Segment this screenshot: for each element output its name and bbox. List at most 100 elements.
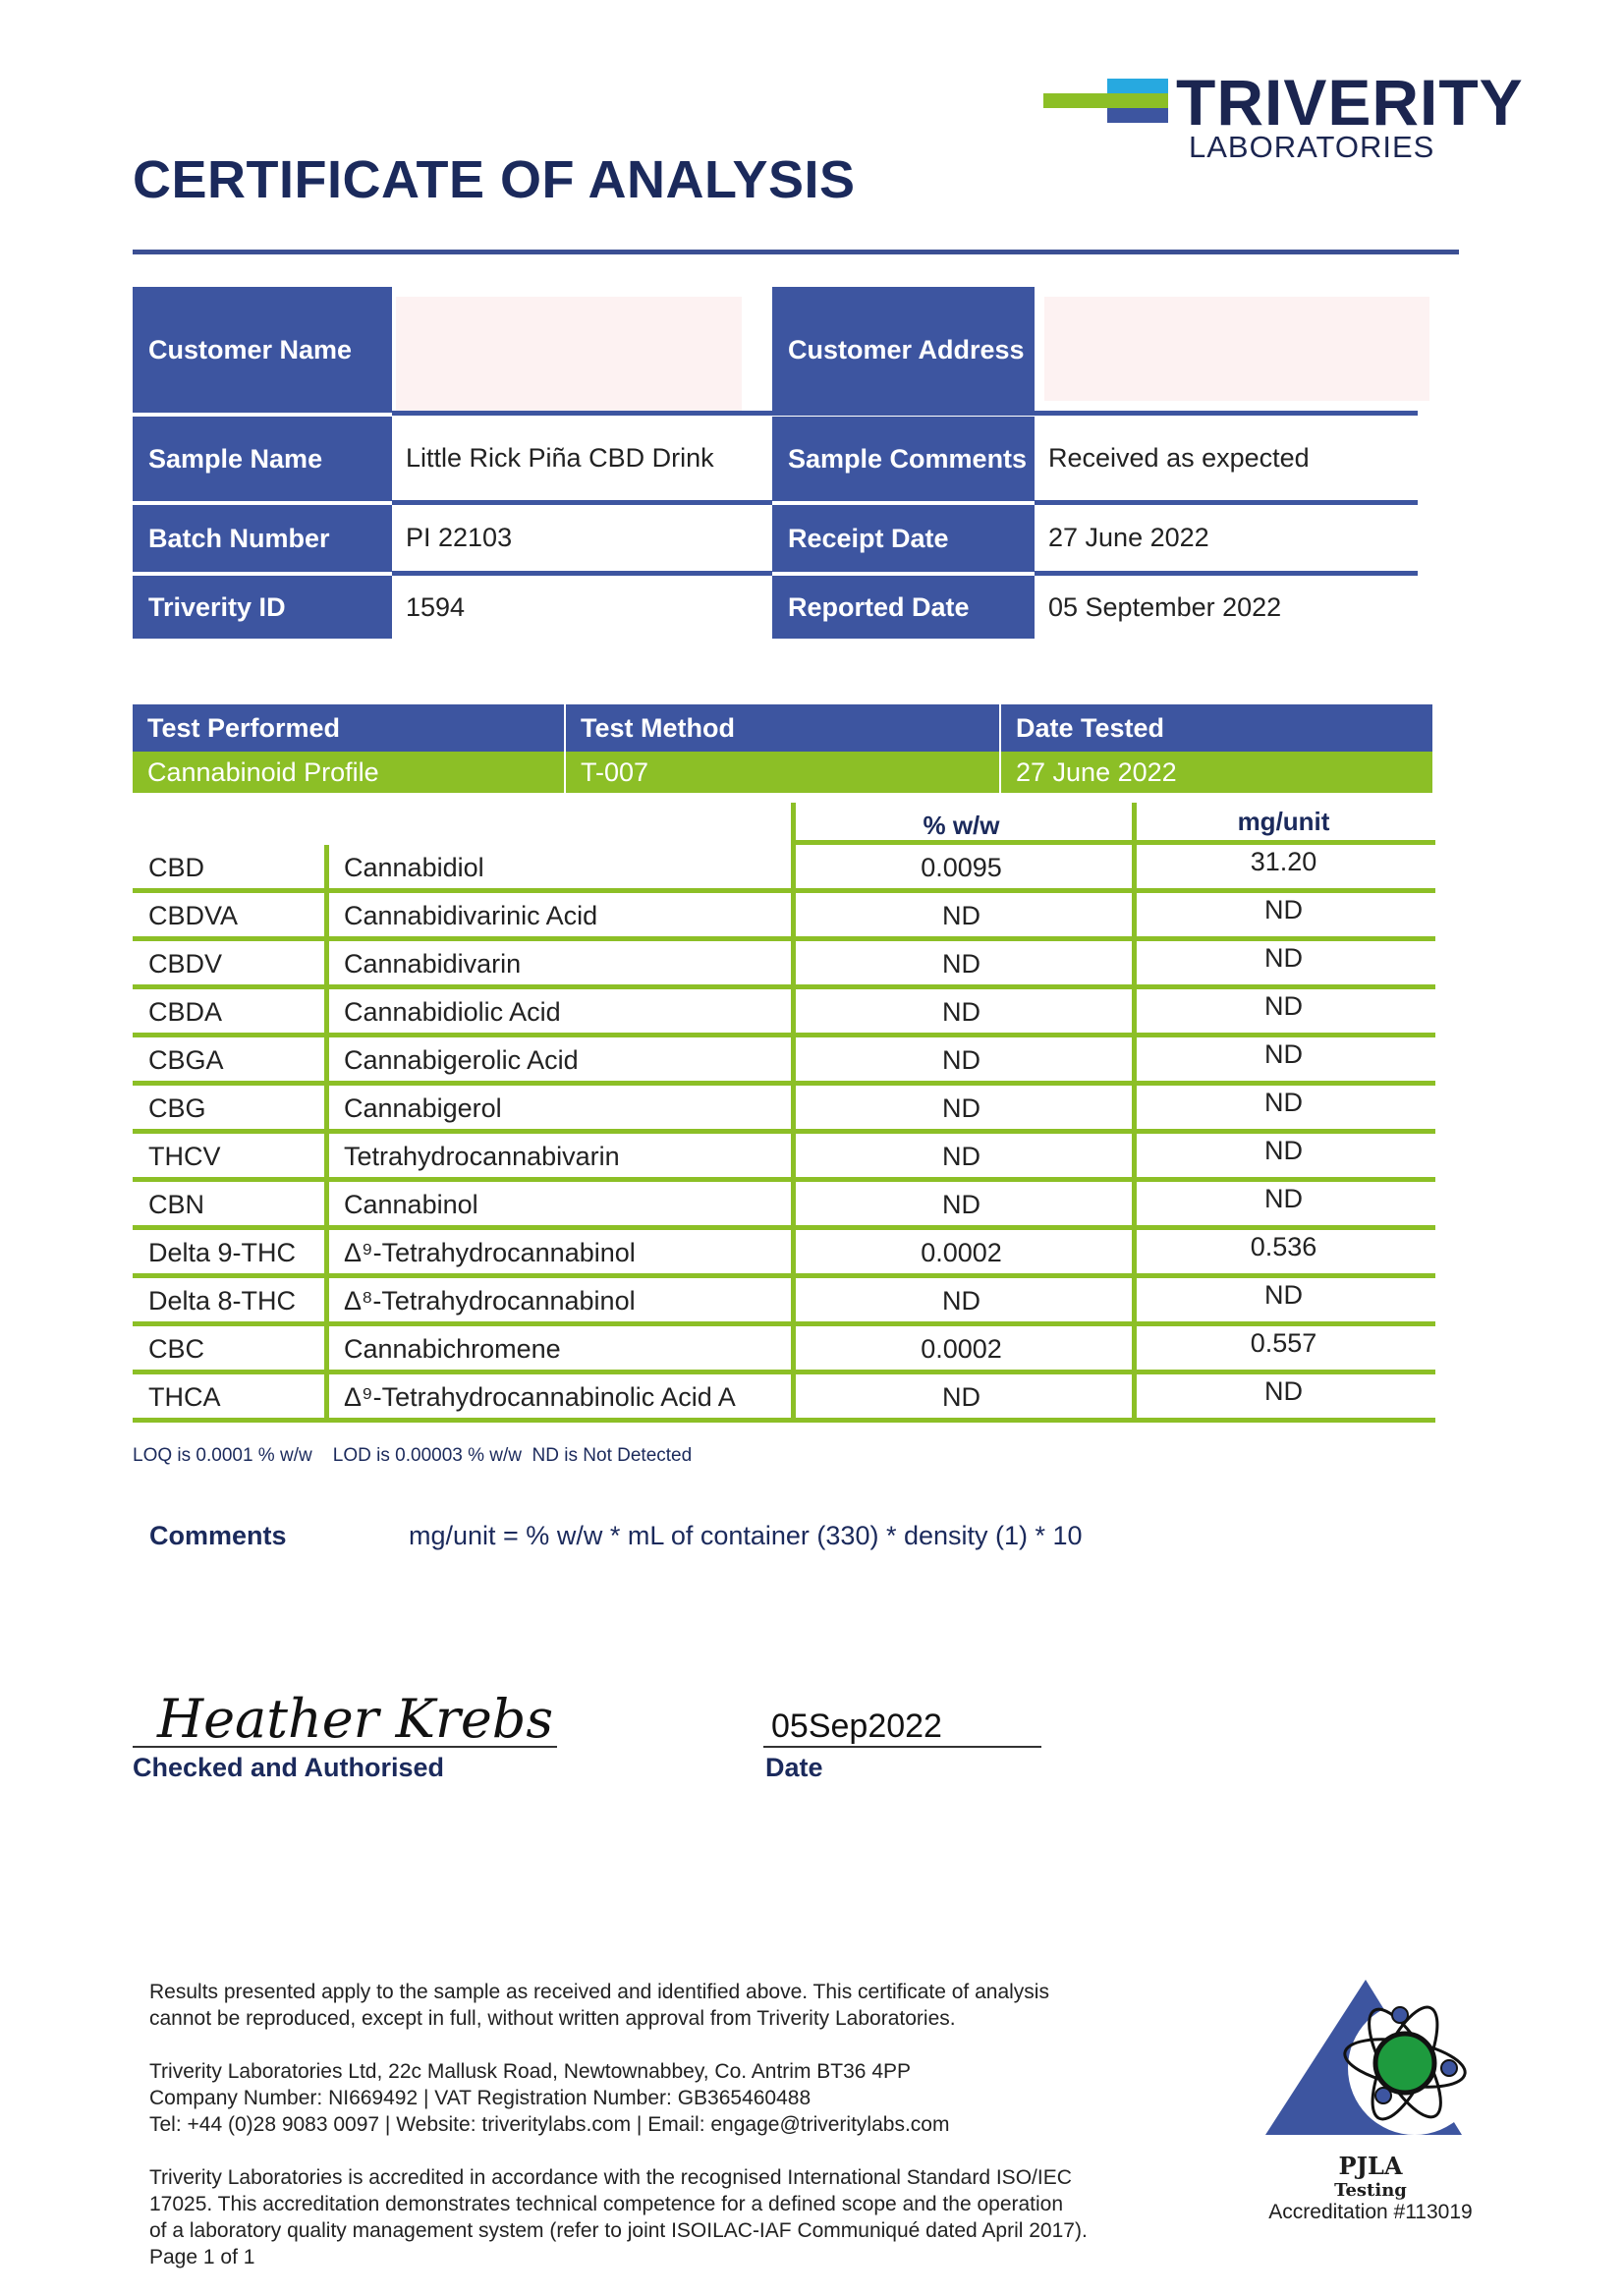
abbrev-cell: CBD bbox=[148, 853, 205, 882]
table-row: CBDV Cannabidivarin ND ND bbox=[133, 941, 1435, 989]
compound-cell: Cannabidiol bbox=[344, 853, 484, 882]
abbrev-cell: Delta 8-THC bbox=[148, 1286, 297, 1316]
customer-name-label: Customer Name bbox=[133, 287, 392, 413]
abbrev-cell: THCV bbox=[148, 1142, 221, 1171]
sample-name-value: Little Rick Piña CBD Drink bbox=[392, 417, 772, 505]
compound-cell: Δ⁸-Tetrahydrocannabinol bbox=[344, 1286, 636, 1316]
compound-cell: Δ⁹-Tetrahydrocannabinol bbox=[344, 1238, 636, 1267]
compound-cell: Cannabichromene bbox=[344, 1334, 561, 1364]
mg-cell: 0.557 bbox=[1250, 1328, 1317, 1358]
table-row: CBDVA Cannabidivarinic Acid ND ND bbox=[133, 893, 1435, 941]
table-row: Delta 9-THC Δ⁹-Tetrahydrocannabinol 0.0002… bbox=[133, 1230, 1435, 1278]
divider bbox=[133, 250, 1459, 254]
footer-accreditation: Triverity Laboratories is accredited in … bbox=[149, 2166, 1088, 2268]
pct-cell: 0.0002 bbox=[921, 1238, 1002, 1267]
customer-name-value bbox=[396, 297, 742, 411]
sample-comments-value: Received as expected bbox=[1035, 417, 1418, 505]
footer-disclaimer: Results presented apply to the sample as… bbox=[149, 1981, 1049, 2030]
table-row: CBDA Cannabidiolic Acid ND ND bbox=[133, 989, 1435, 1037]
pct-cell: 0.0002 bbox=[921, 1334, 1002, 1364]
pct-cell: ND bbox=[942, 1190, 980, 1219]
limits-note: LOQ is 0.0001 % w/w LOD is 0.00003 % w/w… bbox=[133, 1445, 693, 1466]
mg-cell: ND bbox=[1264, 1376, 1303, 1406]
reported-date-value: 05 September 2022 bbox=[1048, 591, 1282, 622]
abbrev-cell: CBDV bbox=[148, 949, 223, 979]
reported-date-label: Reported Date bbox=[772, 576, 1035, 639]
table-row: CBD Cannabidiol 0.0095 31.20 bbox=[133, 845, 1435, 893]
mg-cell: ND bbox=[1264, 943, 1303, 973]
triverity-id-value: 1594 bbox=[406, 591, 466, 622]
mg-cell: ND bbox=[1264, 1184, 1303, 1213]
mg-cell: ND bbox=[1264, 1280, 1303, 1310]
pct-cell: ND bbox=[942, 1142, 980, 1171]
date-label: Date bbox=[765, 1753, 823, 1782]
pct-cell: ND bbox=[942, 1045, 980, 1075]
table-row: CBN Cannabinol ND ND bbox=[133, 1182, 1435, 1230]
compound-cell: Cannabinol bbox=[344, 1190, 478, 1219]
pjla-logo: PJLA Testing Accreditation #113019 bbox=[1248, 1970, 1503, 2235]
sign-date: 05Sep2022 bbox=[771, 1708, 942, 1745]
mg-cell: ND bbox=[1264, 1136, 1303, 1165]
compound-cell: Cannabidivarinic Acid bbox=[344, 901, 598, 930]
mg-cell: ND bbox=[1264, 991, 1303, 1021]
customer-address-label: Customer Address bbox=[772, 287, 1035, 413]
batch-label: Batch Number bbox=[133, 505, 392, 572]
receipt-date-label: Receipt Date bbox=[772, 505, 1035, 572]
compound-cell: Δ⁹-Tetrahydrocannabinolic Acid A bbox=[344, 1382, 736, 1412]
customer-address-value bbox=[1044, 297, 1429, 401]
abbrev-cell: Delta 9-THC bbox=[148, 1238, 297, 1267]
table-row: THCA Δ⁹-Tetrahydrocannabinolic Acid A ND ND bbox=[133, 1374, 1435, 1423]
footer-company: Triverity Laboratories Ltd, 22c Mallusk … bbox=[149, 2060, 950, 2136]
abbrev-cell: CBN bbox=[148, 1190, 205, 1219]
abbrev-cell: CBGA bbox=[148, 1045, 224, 1075]
logo-name: TRIVERITY bbox=[1176, 66, 1524, 139]
abbrev-cell: CBDVA bbox=[148, 901, 239, 930]
pct-cell: ND bbox=[942, 1286, 980, 1316]
mg-cell: 0.536 bbox=[1250, 1232, 1317, 1261]
comments-label: Comments bbox=[149, 1521, 287, 1550]
compound-cell: Cannabigerolic Acid bbox=[344, 1045, 579, 1075]
date-tested-header: Date Tested bbox=[999, 704, 1432, 752]
triverity-id-label: Triverity ID bbox=[133, 576, 392, 639]
comments-text: mg/unit = % w/w * mL of container (330) … bbox=[409, 1521, 1083, 1550]
pct-cell: ND bbox=[942, 949, 980, 979]
sample-name-label: Sample Name bbox=[133, 417, 392, 501]
mg-cell: ND bbox=[1264, 895, 1303, 924]
compound-cell: Tetrahydrocannabivarin bbox=[344, 1142, 620, 1171]
checked-label: Checked and Authorised bbox=[133, 1753, 445, 1782]
test-method-header: Test Method bbox=[564, 704, 999, 752]
pct-cell: 0.0095 bbox=[921, 853, 1002, 882]
logo-sub: LABORATORIES bbox=[1189, 130, 1435, 164]
table-row: Delta 8-THC Δ⁸-Tetrahydrocannabinol ND ND bbox=[133, 1278, 1435, 1326]
compound-cell: Cannabigerol bbox=[344, 1093, 502, 1123]
sample-comments-label: Sample Comments bbox=[772, 417, 1035, 501]
compound-cell: Cannabidiolic Acid bbox=[344, 997, 561, 1027]
page-title: CERTIFICATE OF ANALYSIS bbox=[133, 150, 856, 209]
pct-ww-header: % w/w bbox=[791, 803, 1132, 845]
receipt-date-value: 27 June 2022 bbox=[1035, 505, 1418, 576]
pct-cell: ND bbox=[942, 997, 980, 1027]
mg-cell: ND bbox=[1264, 1088, 1303, 1117]
table-row: CBG Cannabigerol ND ND bbox=[133, 1086, 1435, 1134]
test-performed-header: Test Performed bbox=[133, 704, 564, 752]
pct-cell: ND bbox=[942, 1093, 980, 1123]
abbrev-cell: CBG bbox=[148, 1093, 206, 1123]
triverity-logo: TRIVERITY LABORATORIES bbox=[1043, 66, 1523, 169]
batch-value: PI 22103 bbox=[392, 505, 772, 576]
test-performed-value: Cannabinoid Profile bbox=[133, 752, 564, 793]
date-tested-value: 27 June 2022 bbox=[999, 752, 1432, 793]
page-number: Page 1 of 1 bbox=[149, 2246, 255, 2268]
mg-cell: 31.20 bbox=[1250, 847, 1317, 876]
pct-cell: ND bbox=[942, 901, 980, 930]
table-row: CBGA Cannabigerolic Acid ND ND bbox=[133, 1037, 1435, 1086]
table-row: THCV Tetrahydrocannabivarin ND ND bbox=[133, 1134, 1435, 1182]
compound-cell: Cannabidivarin bbox=[344, 949, 522, 979]
abbrev-cell: CBDA bbox=[148, 997, 223, 1027]
abbrev-cell: CBC bbox=[148, 1334, 205, 1364]
signature: Heather Krebs bbox=[157, 1688, 554, 1750]
mg-cell: ND bbox=[1264, 1039, 1303, 1069]
abbrev-cell: THCA bbox=[148, 1382, 221, 1412]
pct-cell: ND bbox=[942, 1382, 980, 1412]
pjla-atom-icon bbox=[1265, 1980, 1482, 2135]
mg-unit-header: mg/unit bbox=[1132, 803, 1435, 845]
